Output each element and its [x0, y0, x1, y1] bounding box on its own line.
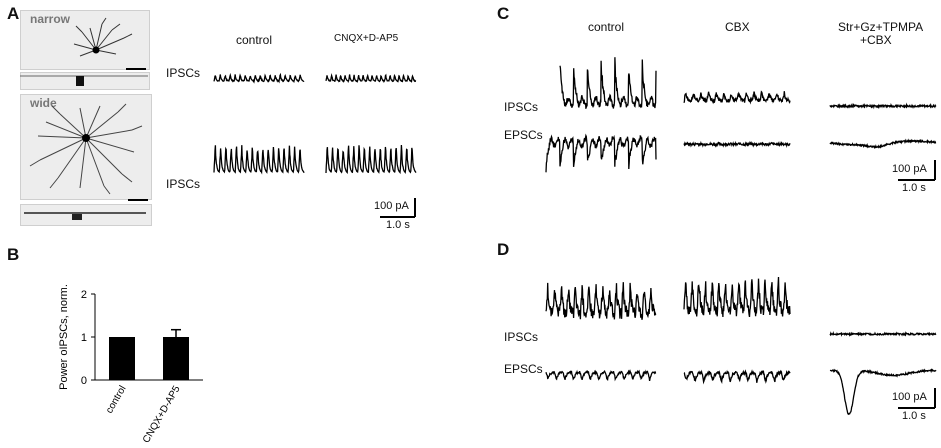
- narrow-scale-bar: [126, 68, 146, 70]
- wide-cell-side-view: [20, 204, 152, 226]
- panel-d-scale-current: 100 pA: [892, 391, 927, 403]
- trace-c-ipsc-control: [559, 57, 657, 109]
- trace-d-epsc-drugs: [829, 368, 937, 416]
- wide-cell-image: [20, 94, 152, 200]
- panel-b-letter: B: [7, 245, 20, 264]
- panel-c-scale-vertical: [934, 160, 936, 180]
- panel-a-scale-current: 100 pA: [374, 200, 409, 212]
- panel-a-scale-vertical: [414, 198, 416, 217]
- panel-d-row-ipscs: IPSCs: [504, 330, 539, 344]
- current-trace-line: [325, 144, 417, 175]
- current-trace-line: [545, 368, 657, 382]
- panel-d-scale-vertical: [934, 388, 936, 408]
- panel-c-col-cbx: CBX: [725, 20, 750, 34]
- trace-d-epsc-cbx: [683, 369, 791, 385]
- panel-c-scale-current: 100 pA: [892, 163, 927, 175]
- panel-c-col-str-gz-tpmpa: Str+Gz+TPMPA: [838, 20, 924, 34]
- trace-c-ipsc-drugs: [829, 102, 937, 110]
- panel-c-col-control: control: [588, 20, 625, 34]
- trace-d-epsc-control: [545, 368, 657, 382]
- trace-d-ipsc-drugs: [829, 331, 937, 337]
- trace-c-ipsc-cbx: [683, 90, 791, 105]
- panel-a-col-control: control: [236, 33, 273, 47]
- current-trace-line: [559, 57, 657, 109]
- x-tick-label: control: [104, 384, 129, 415]
- panel-c-letter: C: [497, 4, 510, 23]
- panel-c-row-epscs: EPSCs: [504, 128, 543, 142]
- wide-cell-label: wide: [30, 96, 57, 110]
- current-trace-line: [683, 276, 791, 318]
- bar-chart: 0 1 2 Power oIPSCs, norm. control CNQX+D-AP5: [58, 284, 203, 445]
- y-tick-label: 0: [81, 375, 87, 387]
- panel-a-col-cnqx: CNQX+D-AP5: [334, 33, 399, 44]
- trace-c-epsc-control: [545, 133, 657, 173]
- narrow-cell-dendrites: [73, 17, 133, 57]
- bar: [109, 337, 135, 380]
- trace-d-ipsc-control: [545, 282, 657, 320]
- current-trace-line: [213, 72, 305, 84]
- current-trace-line: [829, 331, 937, 337]
- y-axis-label: Power oIPSCs, norm.: [58, 284, 70, 390]
- current-trace-line: [829, 138, 937, 149]
- narrow-side-profile: [20, 75, 148, 86]
- current-trace-line: [683, 140, 791, 148]
- current-trace-line: [829, 368, 937, 416]
- current-trace-line: [325, 73, 417, 84]
- panel-d-scale-time: 1.0 s: [902, 410, 926, 422]
- narrow-cell-image: [20, 10, 150, 70]
- wide-cell-dendrites: [29, 103, 143, 195]
- panel-d-row-epscs: EPSCs: [504, 362, 543, 376]
- x-tick-label: CNQX+D-AP5: [141, 384, 183, 445]
- current-trace-line: [829, 102, 937, 110]
- panel-c-scale-horizontal: [898, 179, 935, 181]
- trace-c-epsc-drugs: [829, 138, 937, 149]
- current-trace-line: [545, 282, 657, 320]
- trace-a-narrow-cnqx: [325, 73, 417, 84]
- panel-d-letter: D: [497, 240, 510, 259]
- trace-a-wide-control: [213, 145, 305, 175]
- panel-a-row-ipscs-narrow: IPSCs: [166, 66, 201, 80]
- wide-side-profile: [24, 212, 146, 220]
- panel-c-col-plus-cbx: +CBX: [860, 33, 892, 47]
- panel-a-letter: A: [7, 4, 20, 23]
- panel-a-scale-horizontal: [380, 216, 415, 218]
- panel-c-row-ipscs: IPSCs: [504, 100, 539, 114]
- trace-d-ipsc-cbx: [683, 276, 791, 318]
- narrow-cell-label: narrow: [30, 12, 71, 26]
- trace-a-wide-cnqx: [325, 144, 417, 175]
- panel-d-scale-horizontal: [898, 407, 935, 409]
- current-trace-line: [545, 133, 657, 173]
- y-tick-label: 2: [81, 289, 87, 301]
- wide-scale-bar: [128, 199, 148, 201]
- current-trace-line: [213, 145, 305, 175]
- panel-a-row-ipscs-wide: IPSCs: [166, 177, 201, 191]
- y-tick-label: 1: [81, 332, 87, 344]
- trace-a-narrow-control: [213, 72, 305, 84]
- trace-c-epsc-cbx: [683, 140, 791, 148]
- bar: [163, 337, 189, 380]
- panel-c-scale-time: 1.0 s: [902, 182, 926, 194]
- current-trace-line: [683, 90, 791, 105]
- current-trace-line: [683, 369, 791, 385]
- panel-a-scale-time: 1.0 s: [386, 219, 410, 231]
